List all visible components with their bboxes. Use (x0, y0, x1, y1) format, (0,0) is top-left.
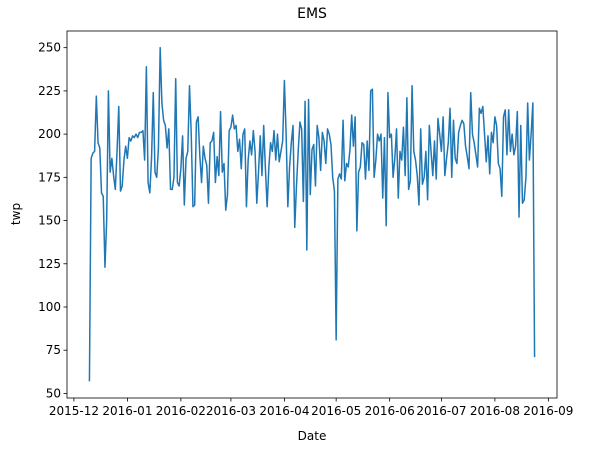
y-tick-label: 125 (38, 257, 61, 271)
x-axis-label: Date (298, 429, 327, 443)
x-tick-label: 2016-01 (102, 404, 152, 418)
data-line (88, 46, 536, 382)
x-tick-label: 2016-06 (365, 404, 415, 418)
plot-frame (66, 30, 558, 399)
x-tick-label: 2016-07 (416, 404, 466, 418)
y-tick-label: 175 (38, 170, 61, 184)
y-tick-label: 75 (46, 343, 61, 357)
y-tick-label: 50 (46, 386, 61, 400)
x-tick-label: 2016-02 (156, 404, 206, 418)
x-tick-label: 2016-08 (470, 404, 520, 418)
x-tick-label: 2016-04 (259, 404, 309, 418)
y-tick-label: 200 (38, 127, 61, 141)
chart-title: EMS (297, 6, 327, 22)
y-tick-label: 225 (38, 84, 61, 98)
x-tick-label: 2016-05 (311, 404, 361, 418)
y-tick-label: 100 (38, 300, 61, 314)
x-tick-label: 2016-03 (206, 404, 256, 418)
y-tick-label: 250 (38, 41, 61, 55)
x-tick-label: 2016-09 (523, 404, 573, 418)
y-tick-label: 150 (38, 214, 61, 228)
x-tick-label: 2015-12 (49, 404, 99, 418)
y-axis-label: twp (9, 203, 23, 225)
